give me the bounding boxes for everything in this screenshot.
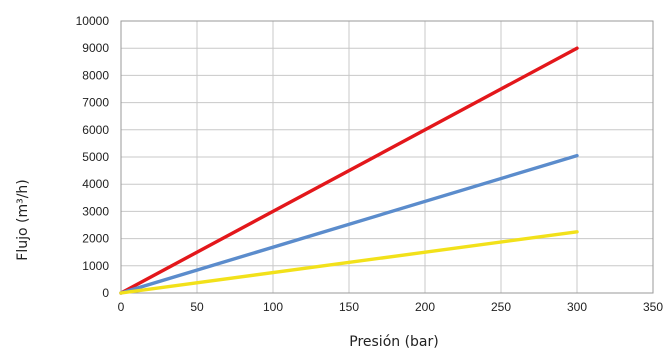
- x-tick-label: 100: [263, 300, 283, 314]
- x-tick-label: 250: [491, 300, 511, 314]
- x-tick-label: 200: [415, 300, 435, 314]
- y-tick-label: 6000: [82, 123, 109, 137]
- series-line-3: [119, 230, 579, 295]
- x-tick-label: 300: [567, 300, 587, 314]
- y-tick-label: 4000: [82, 177, 109, 191]
- x-axis-title: Presión (bar): [349, 334, 438, 350]
- series-line-1: [119, 46, 579, 295]
- y-tick-label: 0: [102, 286, 109, 300]
- y-tick-label: 2000: [82, 232, 109, 246]
- y-tick-label: 8000: [82, 68, 109, 82]
- x-tick-label: 150: [339, 300, 359, 314]
- y-tick-label: 1000: [82, 259, 109, 273]
- grid-lines: [120, 20, 654, 294]
- series-line-2: [119, 153, 579, 295]
- x-tick-label: 50: [190, 300, 204, 314]
- x-tick-label: 0: [118, 300, 125, 314]
- x-tick-label: 350: [643, 300, 663, 314]
- series-lines: [119, 46, 579, 295]
- y-tick-label: 9000: [82, 41, 109, 55]
- y-axis-title: Flujo (m³/h): [15, 179, 31, 260]
- x-axis-tick-labels: 0 50 100 150 200 250 300 350: [118, 300, 664, 314]
- plot-area-border: [120, 20, 654, 294]
- y-tick-label: 5000: [82, 150, 109, 164]
- y-tick-label: 3000: [82, 204, 109, 218]
- y-tick-label: 7000: [82, 96, 109, 110]
- y-tick-label: 10000: [76, 14, 110, 28]
- y-axis-tick-labels: 0 1000 2000 3000 4000 5000 6000 7000 8000 9000 100…: [76, 14, 110, 300]
